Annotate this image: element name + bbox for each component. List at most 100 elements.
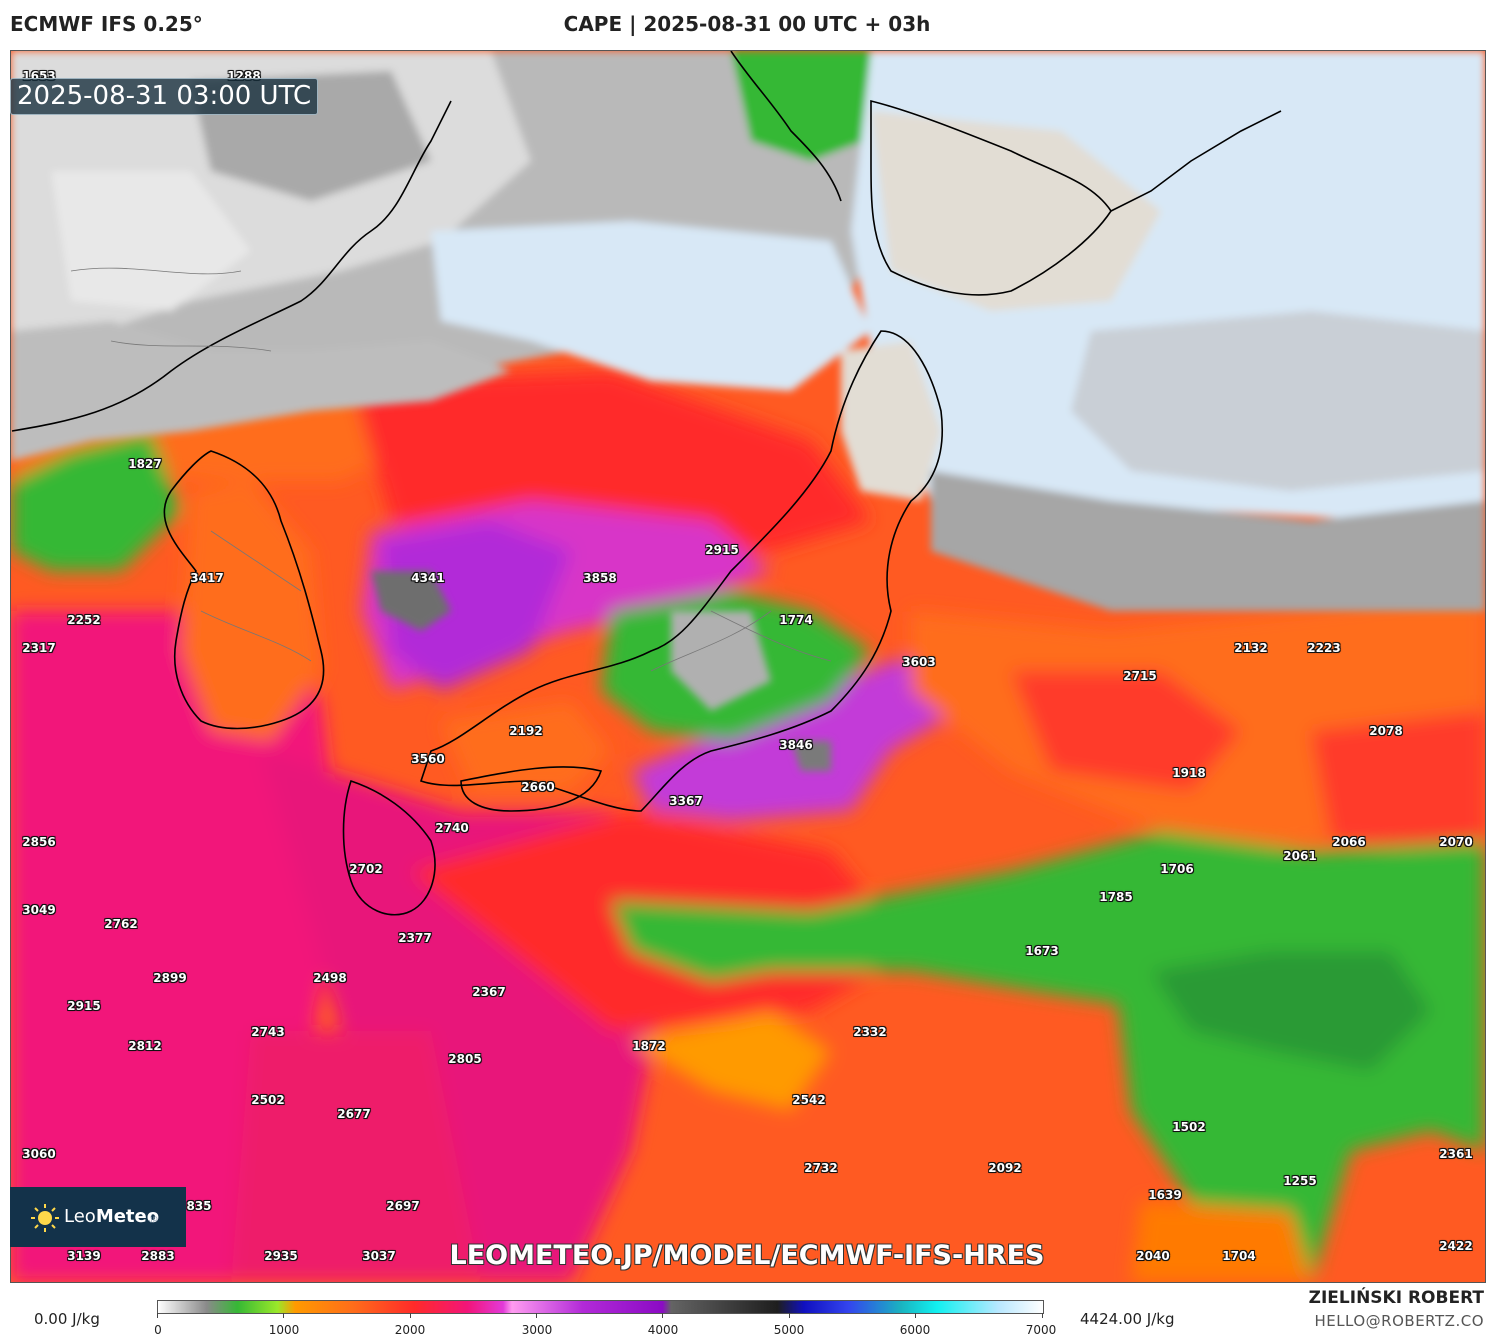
leometeo-logo[interactable]: LeoMeteo .jp <box>10 1187 186 1247</box>
colorbar-tickmark <box>283 1313 284 1318</box>
model-title: ECMWF IFS 0.25° <box>10 12 203 36</box>
colorbar-max-label: 4424.00 J/kg <box>1080 1310 1175 1328</box>
cape-value: 3037 <box>362 1249 396 1263</box>
cape-value: 2223 <box>1307 641 1341 655</box>
cape-value: 835 <box>186 1199 212 1213</box>
cape-value: 1785 <box>1099 890 1133 904</box>
coast-korea <box>163 450 325 730</box>
valid-time-badge: 2025-08-31 03:00 UTC <box>10 78 319 115</box>
cape-value: 2805 <box>448 1052 482 1066</box>
cape-shading <box>11 351 1485 1282</box>
cape-value: 2883 <box>141 1249 175 1263</box>
cape-value: 2762 <box>104 917 138 931</box>
colorbar-tick-label: 2000 <box>394 1323 426 1337</box>
cape-value: 3858 <box>583 571 617 585</box>
colorbar <box>157 1300 1044 1314</box>
cape-value: 2915 <box>67 999 101 1013</box>
cape-value: 2066 <box>1332 835 1366 849</box>
logo-wordmark: LeoMeteo <box>64 1206 160 1227</box>
cape-value: 2697 <box>386 1199 420 1213</box>
cape-value: 3603 <box>902 655 936 669</box>
colorbar-tick-label: 7000 <box>1025 1323 1057 1337</box>
cape-value: 1255 <box>1283 1174 1317 1188</box>
cape-value: 1827 <box>128 457 162 471</box>
cape-value: 3060 <box>22 1147 56 1161</box>
coast-hokkaido <box>870 99 1112 296</box>
cape-value: 3560 <box>411 752 445 766</box>
cape-value: 2899 <box>153 971 187 985</box>
cape-value: 2061 <box>1283 849 1317 863</box>
colorbar-tick-label: 1000 <box>268 1323 300 1337</box>
cape-value: 2743 <box>251 1025 285 1039</box>
colorbar-tickmark <box>789 1313 790 1318</box>
site-url-watermark: LEOMETEO.JP/MODEL/ECMWF-IFS-HRES <box>449 1240 1045 1271</box>
cape-value: 1774 <box>779 613 813 627</box>
logo-suffix: .jp <box>148 1214 158 1223</box>
colorbar-tickmark <box>1042 1313 1043 1318</box>
cape-value: 2422 <box>1439 1239 1473 1253</box>
coast-mainland-north <box>11 100 452 432</box>
low-cape-areas <box>11 51 1485 771</box>
admin-borders <box>70 267 832 672</box>
cape-value: 3846 <box>779 738 813 752</box>
cape-value: 2070 <box>1439 835 1473 849</box>
cape-value: 2660 <box>521 780 555 794</box>
cape-value: 2542 <box>792 1093 826 1107</box>
coastlines <box>11 51 1282 916</box>
map-canvas[interactable]: 1653 1288 1827 3417 2252 2317 4341 3858 … <box>10 50 1486 1283</box>
cape-value: 1639 <box>1148 1188 1182 1202</box>
coast-kyushu <box>342 779 436 916</box>
coast-honshu <box>419 330 944 812</box>
cape-value: 3367 <box>669 794 703 808</box>
coast-sakhalin <box>730 51 842 202</box>
cape-value: 2092 <box>988 1161 1022 1175</box>
author-name: ZIELIŃSKI ROBERT <box>1308 1288 1484 1308</box>
cape-value: 2361 <box>1439 1147 1473 1161</box>
colorbar-tick-label: 0 <box>154 1323 162 1337</box>
cape-value: 2252 <box>67 613 101 627</box>
cape-value: 2367 <box>472 985 506 999</box>
cape-value: 3417 <box>190 571 224 585</box>
cape-value: 1706 <box>1160 862 1194 876</box>
colorbar-tickmark <box>662 1313 663 1318</box>
cape-field-map <box>11 51 1485 1282</box>
cape-value: 2377 <box>398 931 432 945</box>
cape-value: 2502 <box>251 1093 285 1107</box>
cape-value: 2935 <box>264 1249 298 1263</box>
cape-value: 2498 <box>313 971 347 985</box>
colorbar-tick-label: 6000 <box>899 1323 931 1337</box>
colorbar-min-label: 0.00 J/kg <box>34 1310 100 1328</box>
cape-value: 2812 <box>128 1039 162 1053</box>
cape-value: 1673 <box>1025 944 1059 958</box>
run-title: CAPE | 2025-08-31 00 UTC + 03h <box>563 12 931 36</box>
cape-value: 4341 <box>411 571 445 585</box>
author-email[interactable]: HELLO@ROBERTZ.CO <box>1314 1312 1484 1330</box>
cape-value: 2856 <box>22 835 56 849</box>
colorbar-tick-label: 4000 <box>647 1323 679 1337</box>
cape-value: 2740 <box>435 821 469 835</box>
colorbar-tickmark <box>410 1313 411 1318</box>
cape-value: 2332 <box>853 1025 887 1039</box>
cape-value: 1502 <box>1172 1120 1206 1134</box>
colorbar-tick-label: 5000 <box>773 1323 805 1337</box>
cape-value: 2702 <box>349 862 383 876</box>
coast-shikoku <box>460 766 603 812</box>
colorbar-tickmark <box>915 1313 916 1318</box>
cape-value: 3139 <box>67 1249 101 1263</box>
cape-value: 1704 <box>1222 1249 1256 1263</box>
cape-value: 2192 <box>509 724 543 738</box>
colorbar-tickmark <box>157 1313 158 1318</box>
cape-value: 2715 <box>1123 669 1157 683</box>
cape-value: 1872 <box>632 1039 666 1053</box>
cape-value: 1918 <box>1172 766 1206 780</box>
coast-kurils <box>1110 110 1282 212</box>
sun-icon <box>31 1204 59 1232</box>
cape-value: 2078 <box>1369 724 1403 738</box>
cape-value: 2915 <box>705 543 739 557</box>
cape-value: 2040 <box>1136 1249 1170 1263</box>
cape-value: 3049 <box>22 903 56 917</box>
cape-value: 2677 <box>337 1107 371 1121</box>
cape-value: 2132 <box>1234 641 1268 655</box>
cape-value: 2317 <box>22 641 56 655</box>
colorbar-tick-label: 3000 <box>521 1323 553 1337</box>
